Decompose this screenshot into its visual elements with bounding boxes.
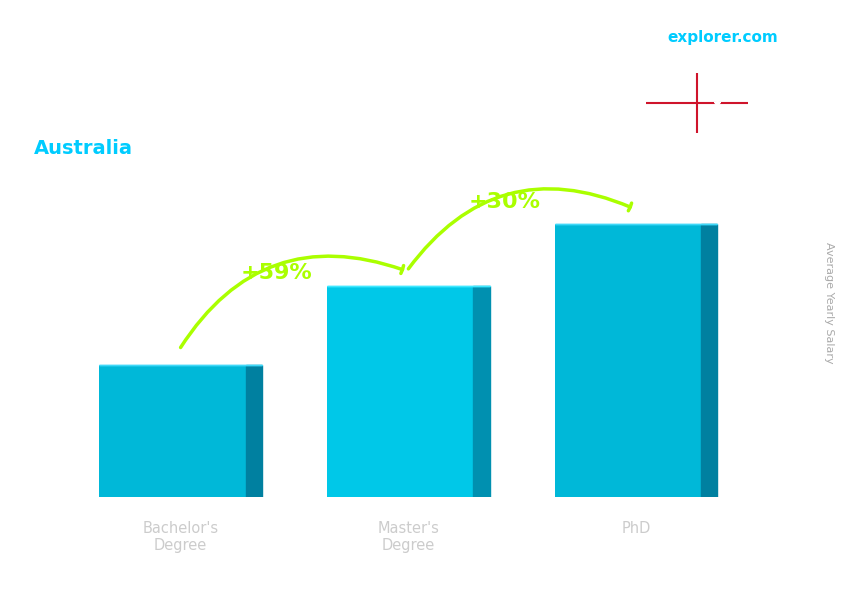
- Text: Master's
Degree: Master's Degree: [377, 521, 439, 553]
- Text: explorer.com: explorer.com: [667, 30, 778, 45]
- Text: Bachelor's
Degree: Bachelor's Degree: [143, 521, 218, 553]
- Text: 364,000 AUD: 364,000 AUD: [530, 200, 627, 215]
- Bar: [99, 365, 246, 497]
- Bar: [327, 286, 473, 497]
- Text: +30%: +30%: [468, 193, 541, 213]
- Text: 176,000 AUD: 176,000 AUD: [76, 341, 173, 356]
- Polygon shape: [246, 365, 262, 497]
- Text: 281,000 AUD: 281,000 AUD: [303, 262, 400, 277]
- Text: Administrative Law Judge: Administrative Law Judge: [34, 97, 282, 116]
- Text: salary: salary: [612, 30, 665, 45]
- Text: Salary Comparison By Education: Salary Comparison By Education: [34, 42, 542, 70]
- Text: Australia: Australia: [34, 139, 133, 158]
- Text: PhD: PhD: [621, 521, 651, 536]
- Text: +59%: +59%: [241, 263, 313, 283]
- Text: Average Yearly Salary: Average Yearly Salary: [824, 242, 834, 364]
- Polygon shape: [701, 224, 717, 497]
- Polygon shape: [473, 286, 490, 497]
- Bar: [555, 224, 701, 497]
